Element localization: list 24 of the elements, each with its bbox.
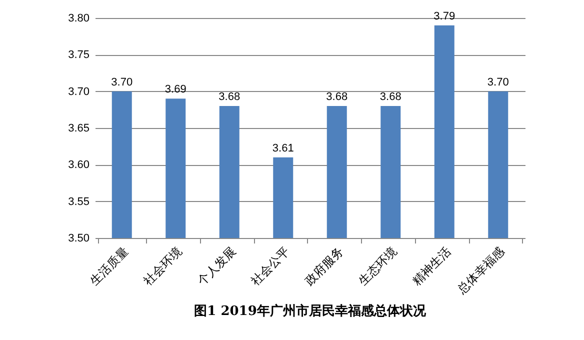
x-tick-label: 精神生活: [410, 244, 454, 288]
y-tick-label: 3.65: [68, 122, 90, 134]
y-tick-label: 3.75: [68, 49, 90, 62]
x-tick-label: 个人发展: [194, 244, 238, 288]
x-tick-label: 生活质量: [87, 244, 131, 288]
y-tick-label: 3.70: [68, 86, 90, 98]
data-label: 3.68: [326, 91, 348, 103]
data-label: 3.68: [218, 91, 240, 103]
x-tick-label: 生态环境: [356, 244, 400, 288]
data-label: 3.61: [272, 142, 294, 154]
x-tick-label: 社会公平: [248, 244, 292, 288]
data-label: 3.79: [434, 10, 456, 22]
x-tick-label: 政府服务: [302, 244, 346, 288]
y-tick-label: 3.55: [68, 196, 90, 208]
x-tick-label: 社会环境: [140, 244, 185, 288]
y-tick-label: 3.80: [68, 12, 90, 24]
text: 图1 2019年广州市居民幸福感总体状况: [194, 303, 427, 320]
data-label: 3.70: [111, 76, 133, 88]
data-label: 3.69: [164, 84, 186, 96]
data-label: 3.70: [487, 76, 509, 88]
x-tick-label: 总体幸福感: [454, 244, 508, 298]
y-tick-label: 3.60: [68, 159, 90, 172]
y-tick-label: 3.50: [68, 232, 90, 244]
data-label: 3.68: [380, 91, 402, 103]
